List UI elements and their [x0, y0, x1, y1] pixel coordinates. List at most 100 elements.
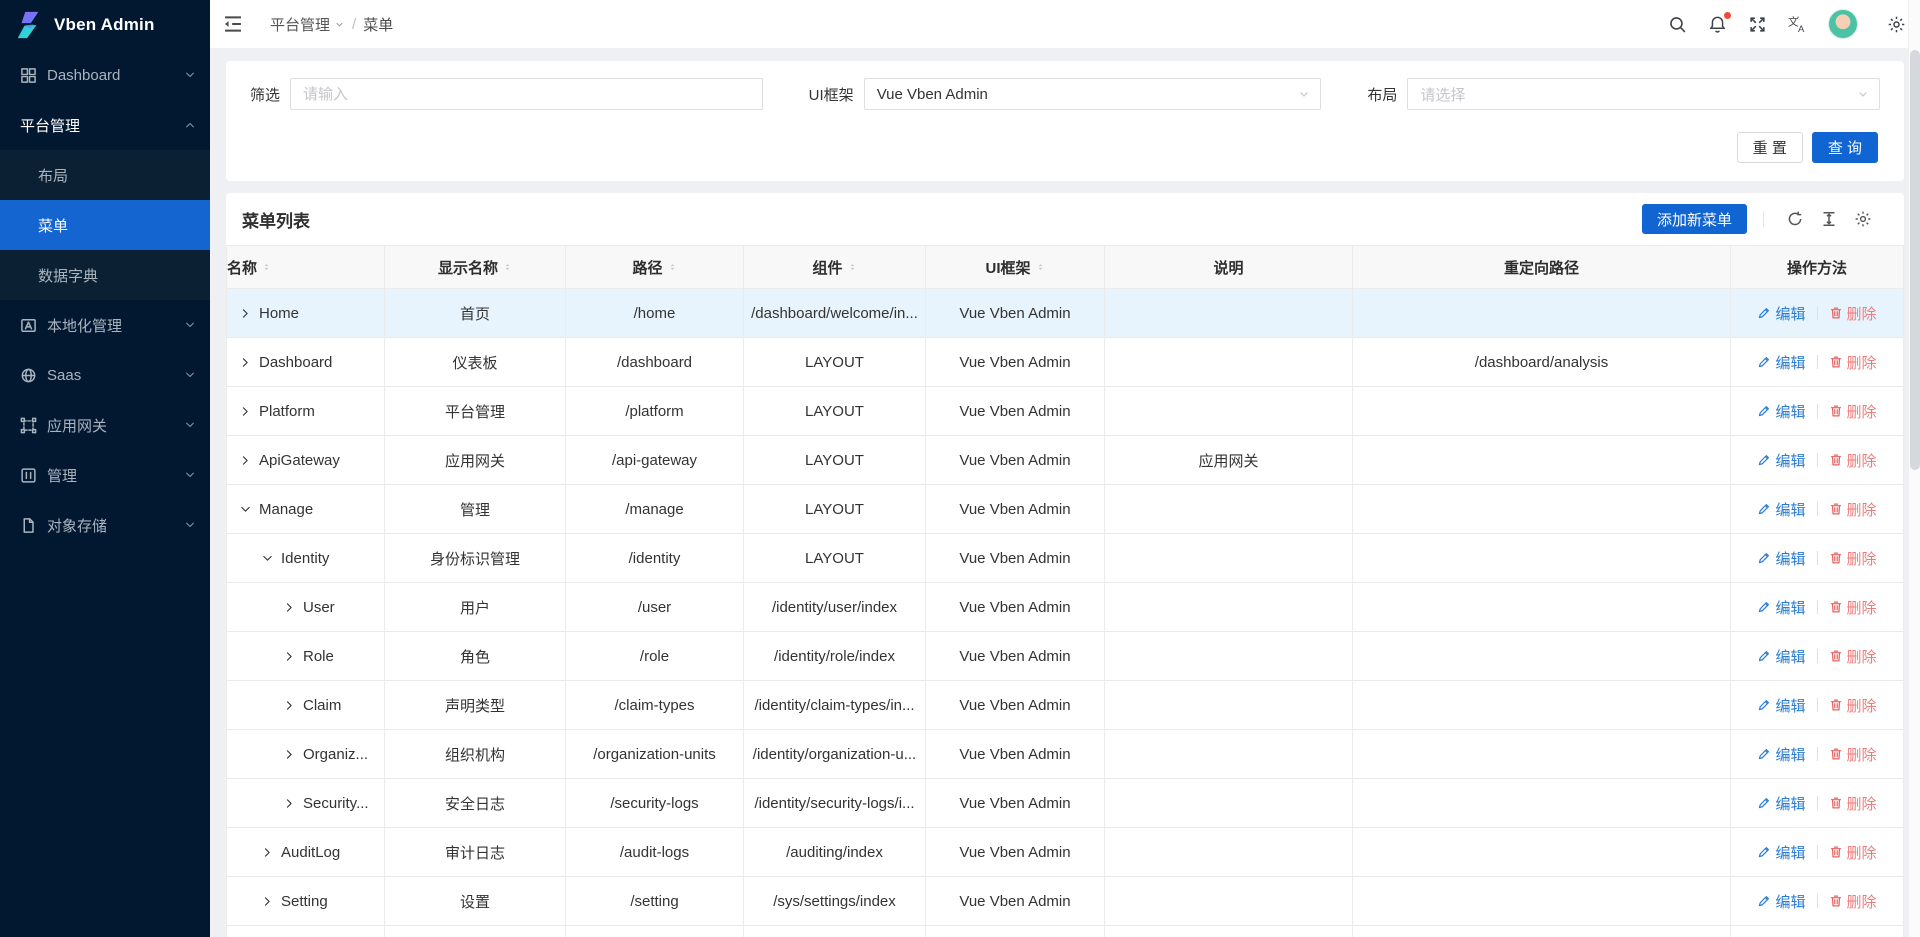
delete-label: 删除 [1846, 746, 1877, 764]
settings-gear-icon[interactable] [1887, 15, 1906, 34]
expand-chevron-right-icon[interactable] [239, 307, 252, 320]
sidebar-item-应用网关[interactable]: 应用网关 [0, 400, 210, 450]
edit-pencil-icon [1757, 453, 1771, 467]
sidebar-item-菜单[interactable]: 菜单 [0, 200, 210, 250]
expand-chevron-right-icon[interactable] [283, 650, 296, 663]
delete-button[interactable]: 删除 [1829, 695, 1877, 716]
cell-name: Home [226, 288, 385, 338]
user-avatar[interactable] [1828, 9, 1858, 39]
edit-button[interactable]: 编辑 [1757, 499, 1806, 520]
sort-carets-icon[interactable] [1036, 260, 1045, 274]
scrollbar-thumb[interactable] [1910, 50, 1920, 470]
sidebar-item-布局[interactable]: 布局 [0, 150, 210, 200]
page-content: 筛选 UI框架 Vue Vben Admin [210, 49, 1920, 937]
column-header-路径[interactable]: 路径 [565, 245, 744, 289]
edit-button[interactable]: 编辑 [1757, 842, 1806, 863]
table-settings-gear-icon[interactable] [1854, 210, 1872, 228]
fullscreen-icon[interactable] [1748, 15, 1767, 34]
page-scrollbar[interactable] [1908, 0, 1920, 937]
delete-button[interactable]: 删除 [1829, 303, 1877, 324]
expand-chevron-right-icon[interactable] [239, 454, 252, 467]
collapse-sidebar-icon[interactable] [222, 13, 244, 35]
filter-keyword-input[interactable] [290, 78, 763, 110]
delete-button[interactable]: 删除 [1829, 401, 1877, 422]
query-button[interactable]: 查 询 [1811, 132, 1878, 163]
sidebar-item-label: Dashboard [47, 66, 121, 84]
delete-button[interactable]: 删除 [1829, 450, 1877, 471]
refresh-icon[interactable] [1786, 210, 1804, 228]
edit-pencil-icon [1757, 355, 1771, 369]
edit-button[interactable]: 编辑 [1757, 793, 1806, 814]
sort-carets-icon[interactable] [503, 260, 512, 274]
expand-chevron-right-icon[interactable] [283, 699, 296, 712]
action-divider [1816, 894, 1818, 908]
delete-button[interactable]: 删除 [1829, 891, 1877, 912]
expand-chevron-right-icon[interactable] [239, 405, 252, 418]
edit-button[interactable]: 编辑 [1757, 597, 1806, 618]
column-header-显示名称[interactable]: 显示名称 [384, 245, 566, 289]
edit-button[interactable]: 编辑 [1757, 303, 1806, 324]
expand-chevron-right-icon[interactable] [261, 895, 274, 908]
delete-button[interactable]: 删除 [1829, 842, 1877, 863]
sidebar-item-平台管理[interactable]: 平台管理 [0, 100, 210, 150]
delete-button[interactable]: 删除 [1829, 646, 1877, 667]
column-header-操作方法: 操作方法 [1730, 245, 1904, 289]
action-divider [1816, 355, 1818, 369]
breadcrumb: 平台管理 / 菜单 [270, 14, 393, 35]
sort-carets-icon[interactable] [668, 260, 677, 274]
column-header-UI框架[interactable]: UI框架 [925, 245, 1105, 289]
delete-button[interactable]: 删除 [1829, 499, 1877, 520]
cell-display-name: 平台管理 [384, 386, 566, 436]
notifications-bell-icon[interactable] [1708, 11, 1731, 34]
cell-actions: 编辑 删除 [1730, 288, 1904, 338]
delete-button[interactable]: 删除 [1829, 597, 1877, 618]
sidebar-item-saas[interactable]: Saas [0, 350, 210, 400]
cell-description: 应用网关 [1104, 435, 1353, 485]
expand-chevron-right-icon[interactable] [261, 846, 274, 859]
sidebar-item-数据字典[interactable]: 数据字典 [0, 250, 210, 300]
expand-chevron-right-icon[interactable] [283, 601, 296, 614]
expand-chevron-right-icon[interactable] [283, 748, 296, 761]
expand-chevron-down-icon[interactable] [261, 552, 274, 565]
delete-button[interactable]: 删除 [1829, 793, 1877, 814]
edit-button[interactable]: 编辑 [1757, 450, 1806, 471]
column-header-名称[interactable]: 名称 [226, 245, 385, 289]
row-height-icon[interactable] [1820, 210, 1838, 228]
delete-button[interactable]: 删除 [1829, 548, 1877, 569]
sort-carets-icon[interactable] [262, 260, 271, 274]
sidebar-item-本地化管理[interactable]: 本地化管理 [0, 300, 210, 350]
delete-button[interactable]: 删除 [1829, 352, 1877, 373]
translate-icon[interactable]: 文 A [1788, 15, 1807, 33]
sidebar-item-对象存储[interactable]: 对象存储 [0, 500, 210, 550]
name-cell-inner: Manage [239, 501, 384, 518]
sort-carets-icon[interactable] [848, 260, 857, 274]
framework-select[interactable]: Vue Vben Admin [863, 78, 1322, 110]
logo[interactable]: Vben Admin [0, 0, 210, 50]
expand-chevron-down-icon[interactable] [239, 503, 252, 516]
breadcrumb-parent[interactable]: 平台管理 [270, 14, 345, 35]
sidebar-item-管理[interactable]: 管理 [0, 450, 210, 500]
edit-button[interactable]: 编辑 [1757, 401, 1806, 422]
reset-button[interactable]: 重 置 [1736, 132, 1803, 163]
column-header-组件[interactable]: 组件 [743, 245, 926, 289]
delete-trash-icon [1829, 747, 1843, 761]
edit-button[interactable]: 编辑 [1757, 744, 1806, 765]
edit-button[interactable]: 编辑 [1757, 891, 1806, 912]
column-header-inner: 重定向路径 [1504, 257, 1579, 278]
edit-button[interactable]: 编辑 [1757, 646, 1806, 667]
chevron-up-icon [184, 119, 196, 131]
delete-button[interactable]: 删除 [1829, 744, 1877, 765]
edit-button[interactable]: 编辑 [1757, 695, 1806, 716]
edit-button[interactable]: 编辑 [1757, 548, 1806, 569]
add-menu-button[interactable]: 添加新菜单 [1641, 204, 1747, 234]
expand-chevron-right-icon[interactable] [283, 797, 296, 810]
cell-redirect-path [1352, 484, 1731, 534]
sidebar-item-dashboard[interactable]: Dashboard [0, 50, 210, 100]
cell-actions: 编辑 删除 [1730, 386, 1904, 436]
layout-select[interactable]: 请选择 [1407, 78, 1881, 110]
edit-button[interactable]: 编辑 [1757, 352, 1806, 373]
expand-chevron-right-icon[interactable] [239, 356, 252, 369]
edit-label: 编辑 [1775, 795, 1806, 813]
row-name-label: Role [303, 647, 334, 665]
search-icon[interactable] [1668, 15, 1687, 34]
